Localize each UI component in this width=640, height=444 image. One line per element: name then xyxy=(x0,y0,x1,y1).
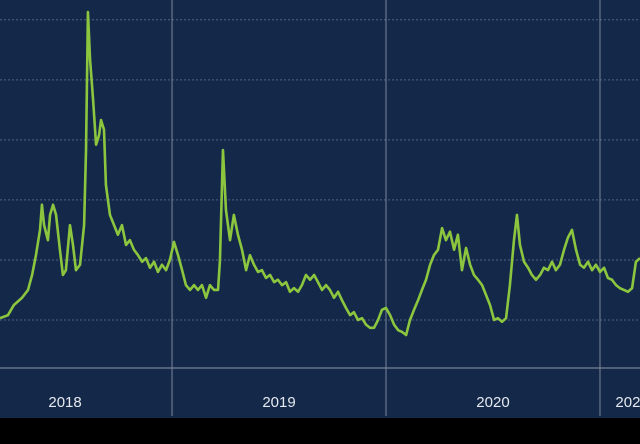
x-tick-label: 2020 xyxy=(476,394,509,411)
plot-background xyxy=(0,0,640,418)
data-line xyxy=(0,10,640,337)
x-tick-label: 2018 xyxy=(48,394,81,411)
bottom-band xyxy=(0,418,640,444)
x-tick-label: 2021 xyxy=(615,394,640,411)
x-tick-label: 2019 xyxy=(262,394,295,411)
